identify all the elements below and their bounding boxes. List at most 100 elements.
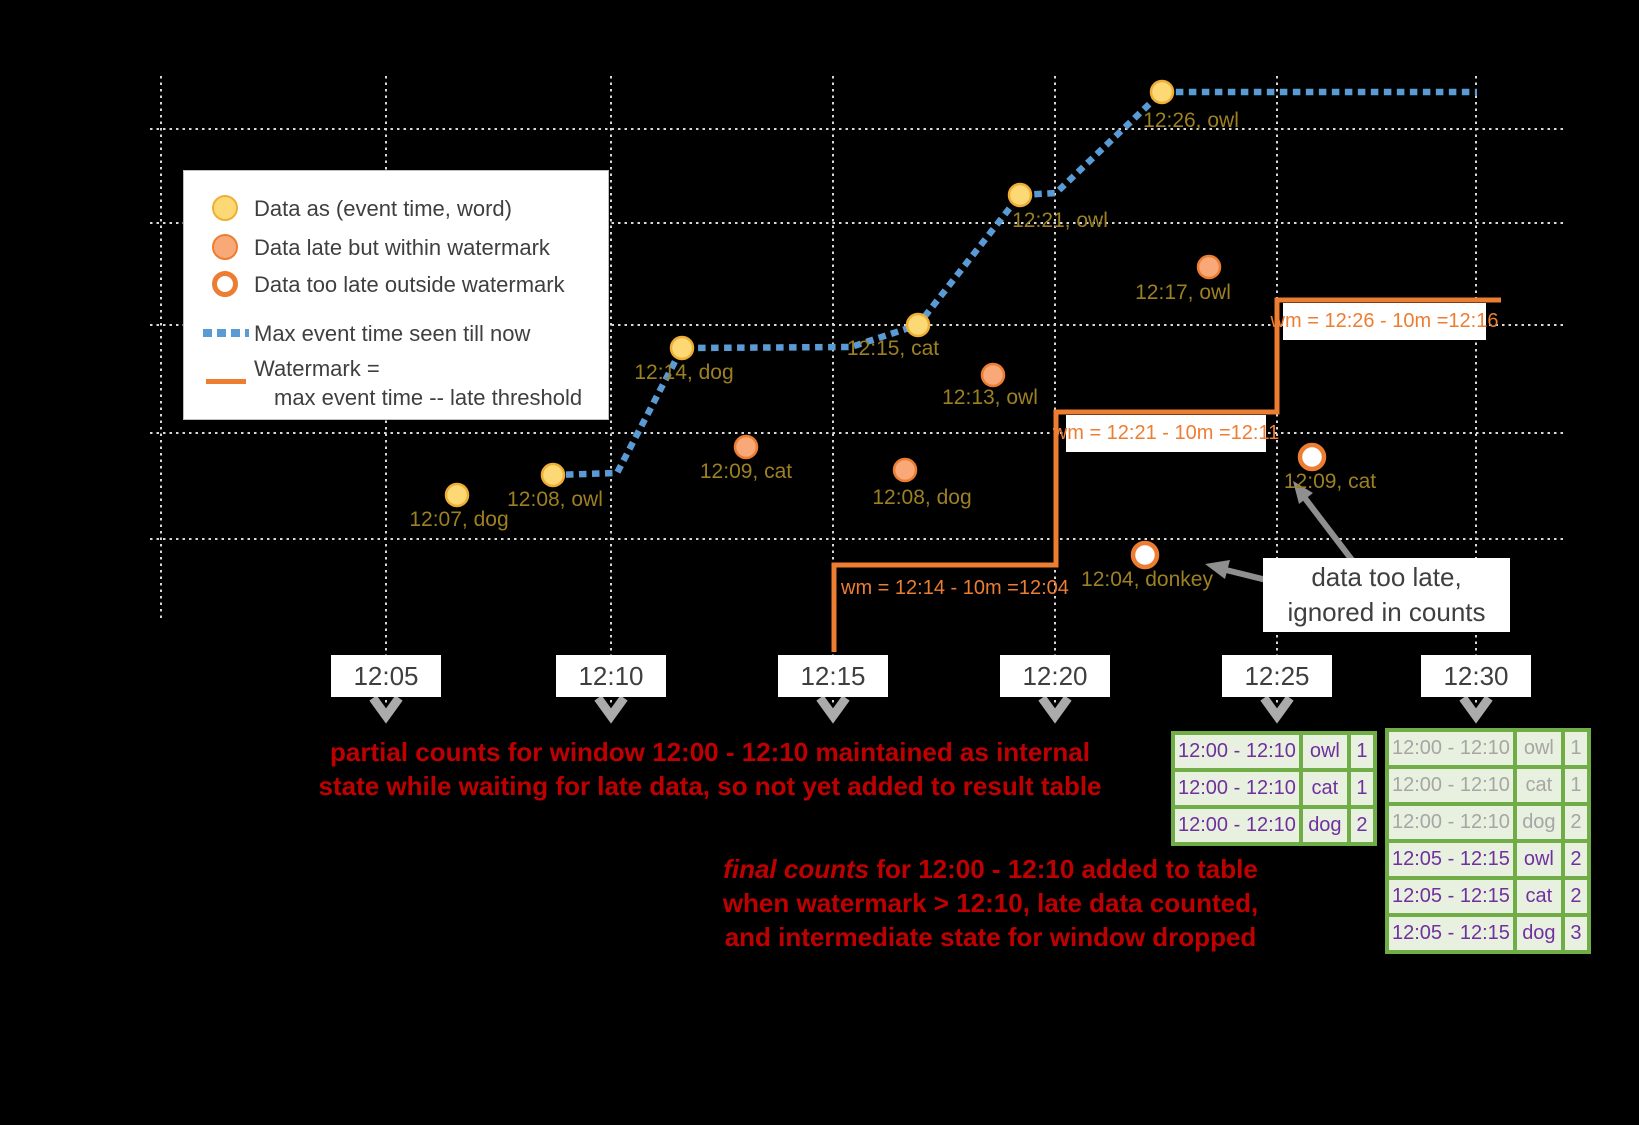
table-row: 12:05 - 12:15 owl 2 (1389, 843, 1587, 876)
note-partial-line2: state while waiting for late data, so no… (318, 771, 1102, 801)
label-12-21-owl: 12:21, owl (1012, 209, 1108, 232)
tick-12-20: 12:20 (1000, 655, 1110, 697)
point-12-14-dog (669, 335, 695, 361)
max-event-time-line (552, 88, 1477, 479)
point-12-08-owl (540, 462, 566, 488)
too-late-callout-line2: ignored in counts (1287, 597, 1486, 627)
count-cell: 2 (1350, 809, 1373, 842)
arrow-to-cat-head (1293, 481, 1313, 504)
legend-max-event-label: Max event time seen till now (254, 321, 531, 346)
axis-arrowheads (369, 695, 1493, 724)
point-12-04-donkey-toolate (1130, 540, 1160, 570)
legend-too-late-icon (212, 271, 238, 297)
point-12-15-cat (905, 312, 931, 338)
count-cell: 3 (1564, 917, 1587, 950)
watermark-label-2: wm = 12:21 - 10m =12:11 (1053, 415, 1279, 452)
table-row: 12:00 - 12:10 cat 1 (1389, 769, 1587, 802)
point-12-26-owl (1149, 79, 1175, 105)
word-cell: dog (1516, 806, 1561, 839)
label-12-08-owl: 12:08, owl (507, 488, 603, 511)
label-12-15-cat: 12:15, cat (846, 337, 940, 360)
tick-12-25: 12:25 (1222, 655, 1332, 697)
tick-12-05: 12:05 (331, 655, 441, 697)
on-time-points (444, 79, 1175, 508)
too-late-callout: data too late, ignored in counts (1263, 558, 1510, 632)
word-cell: cat (1302, 772, 1347, 805)
label-12-13-owl-late: 12:13, owl (942, 386, 1038, 409)
label-12-07-dog: 12:07, dog (409, 508, 509, 531)
count-cell: 2 (1564, 843, 1587, 876)
table-row: 12:00 - 12:10 owl 1 (1175, 735, 1373, 768)
label-12-09-cat-toolate: 12:09, cat (1283, 470, 1377, 493)
point-12-17-owl-late (1196, 254, 1222, 280)
note-partial-line1: partial counts for window 12:00 - 12:10 … (330, 737, 1090, 767)
table-row: 12:00 - 12:10 owl 1 (1389, 732, 1587, 765)
note-partial-counts: partial counts for window 12:00 - 12:10 … (290, 735, 1130, 803)
word-cell: owl (1516, 843, 1561, 876)
legend-watermark-label-line2: max event time -- late threshold (274, 385, 583, 410)
point-12-08-dog-late (892, 457, 918, 483)
tick-12-10: 12:10 (556, 655, 666, 697)
word-cell: cat (1516, 769, 1561, 802)
count-cell: 1 (1564, 732, 1587, 765)
window-cell: 12:00 - 12:10 (1175, 809, 1299, 842)
word-cell: cat (1516, 880, 1561, 913)
window-cell: 12:05 - 12:15 (1389, 880, 1513, 913)
table-row: 12:05 - 12:15 cat 2 (1389, 880, 1587, 913)
point-12-13-owl-late (980, 362, 1006, 388)
table-row: 12:00 - 12:10 dog 2 (1175, 809, 1373, 842)
label-12-09-cat-late: 12:09, cat (699, 460, 793, 483)
watermark-label-1: wm = 12:14 - 10m =12:04 (841, 577, 1069, 599)
watermark-label-3: wm = 12:26 - 10m =12:16 (1271, 303, 1498, 340)
note-final-counts: final counts for 12:00 - 12:10 added to … (718, 852, 1263, 954)
tick-12-30: 12:30 (1421, 655, 1531, 697)
count-cell: 1 (1350, 772, 1373, 805)
note-final-line1: final counts for 12:00 - 12:10 added to … (718, 852, 1263, 886)
window-cell: 12:00 - 12:10 (1175, 735, 1299, 768)
table-row: 12:00 - 12:10 dog 2 (1389, 806, 1587, 839)
count-cell: 2 (1564, 880, 1587, 913)
label-12-26-owl: 12:26, owl (1143, 109, 1239, 132)
note-final-line3: and intermediate state for window droppe… (724, 922, 1257, 952)
legend-too-late-label: Data too late outside watermark (254, 272, 565, 297)
word-cell: dog (1302, 809, 1347, 842)
window-cell: 12:00 - 12:10 (1389, 732, 1513, 765)
legend: Data as (event time, word) Data late but… (183, 170, 609, 420)
tick-12-15: 12:15 (778, 655, 888, 697)
point-12-09-cat-late (733, 434, 759, 460)
label-12-08-dog-late: 12:08, dog (872, 486, 972, 509)
legend-max-event-line-icon (203, 329, 249, 337)
late-points (733, 254, 1222, 483)
legend-on-time-label: Data as (event time, word) (254, 196, 512, 221)
count-cell: 1 (1350, 735, 1373, 768)
window-cell: 12:05 - 12:15 (1389, 917, 1513, 950)
result-table-12-30: 12:00 - 12:10 owl 1 12:00 - 12:10 cat 1 … (1385, 728, 1591, 954)
count-cell: 2 (1564, 806, 1587, 839)
legend-on-time-icon (212, 195, 238, 221)
too-late-callout-line1: data too late, (1311, 562, 1462, 592)
note-final-line1-rest: for 12:00 - 12:10 added to table (869, 854, 1258, 884)
legend-late-icon (212, 234, 238, 260)
word-cell: owl (1516, 732, 1561, 765)
arrow-to-cat (1301, 495, 1355, 562)
note-final-emphasis: final counts (723, 854, 870, 884)
note-final-line2: when watermark > 12:10, late data counte… (722, 888, 1259, 918)
window-cell: 12:00 - 12:10 (1389, 769, 1513, 802)
arrow-to-donkey-head (1205, 560, 1230, 579)
word-cell: owl (1302, 735, 1347, 768)
legend-watermark-line-icon (206, 379, 246, 384)
window-cell: 12:05 - 12:15 (1389, 843, 1513, 876)
label-12-14-dog: 12:14, dog (634, 361, 734, 384)
legend-watermark-label-line1: Watermark = (254, 356, 380, 381)
too-late-points (1130, 442, 1327, 570)
window-cell: 12:00 - 12:10 (1389, 806, 1513, 839)
table-row: 12:05 - 12:15 dog 3 (1389, 917, 1587, 950)
point-12-09-cat-toolate (1297, 442, 1327, 472)
result-table-12-25: 12:00 - 12:10 owl 1 12:00 - 12:10 cat 1 … (1171, 731, 1377, 846)
point-12-21-owl (1007, 182, 1033, 208)
word-cell: dog (1516, 917, 1561, 950)
label-12-04-donkey-toolate: 12:04, donkey (1081, 568, 1213, 591)
label-12-17-owl-late: 12:17, owl (1135, 281, 1231, 304)
